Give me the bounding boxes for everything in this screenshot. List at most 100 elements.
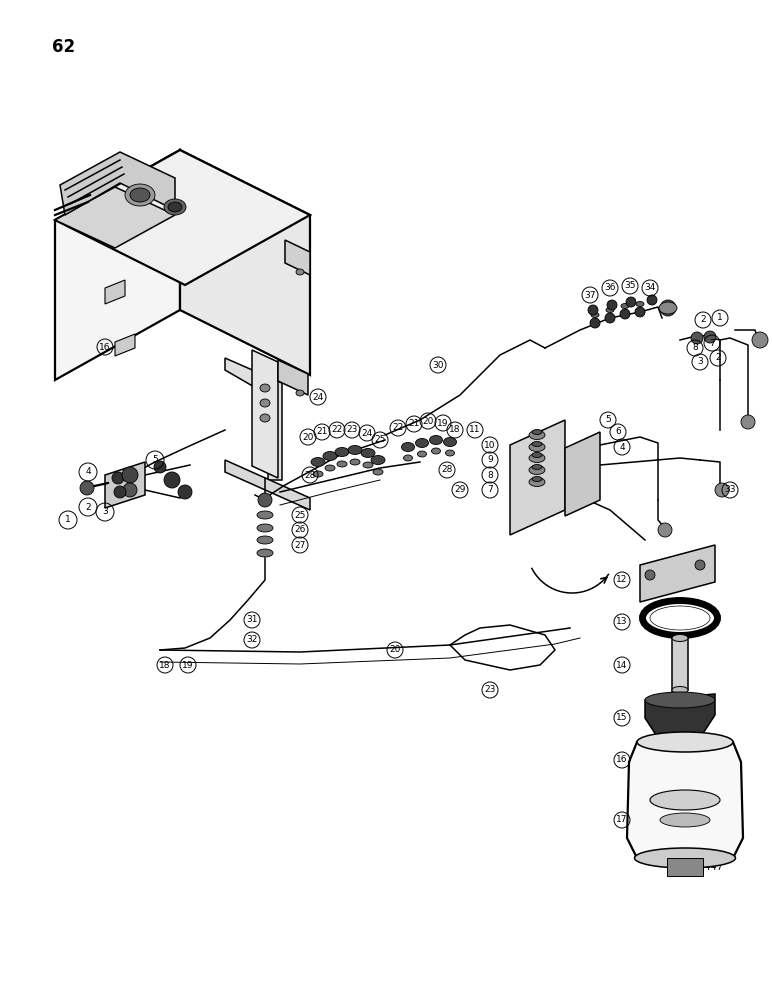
Circle shape — [178, 485, 192, 499]
Text: 22: 22 — [331, 426, 343, 434]
Text: 23: 23 — [347, 426, 357, 434]
Text: 5: 5 — [605, 416, 611, 424]
Text: 16: 16 — [616, 756, 628, 764]
Ellipse shape — [335, 448, 349, 456]
Ellipse shape — [260, 414, 270, 422]
Circle shape — [715, 483, 729, 497]
Circle shape — [258, 493, 272, 507]
Ellipse shape — [591, 312, 599, 318]
Polygon shape — [225, 358, 282, 480]
Circle shape — [635, 307, 645, 317]
Circle shape — [741, 415, 755, 429]
Text: 4: 4 — [85, 468, 91, 477]
Ellipse shape — [323, 452, 337, 460]
Ellipse shape — [532, 464, 542, 470]
Ellipse shape — [529, 442, 545, 452]
Text: 741447: 741447 — [686, 862, 723, 872]
Ellipse shape — [532, 430, 542, 434]
Text: 34: 34 — [645, 284, 655, 292]
Circle shape — [114, 486, 126, 498]
Ellipse shape — [529, 478, 545, 487]
Circle shape — [647, 295, 657, 305]
Text: 24: 24 — [313, 392, 323, 401]
Ellipse shape — [415, 438, 428, 448]
Polygon shape — [640, 545, 715, 602]
Ellipse shape — [672, 635, 688, 642]
Ellipse shape — [337, 461, 347, 467]
Text: 29: 29 — [454, 486, 466, 494]
Text: 16: 16 — [100, 342, 110, 352]
Ellipse shape — [532, 442, 542, 446]
Text: 30: 30 — [432, 360, 444, 369]
Ellipse shape — [529, 430, 545, 440]
Polygon shape — [55, 187, 175, 248]
Circle shape — [704, 331, 716, 343]
Ellipse shape — [635, 848, 736, 868]
Text: 14: 14 — [616, 660, 628, 670]
Circle shape — [164, 472, 180, 488]
Text: 35: 35 — [625, 282, 636, 290]
Text: 17: 17 — [616, 816, 628, 824]
Text: 5: 5 — [152, 456, 158, 464]
Ellipse shape — [164, 199, 186, 215]
Circle shape — [695, 560, 705, 570]
Text: 13: 13 — [616, 617, 628, 626]
Text: 12: 12 — [616, 576, 628, 584]
Text: 24: 24 — [361, 428, 373, 438]
Polygon shape — [278, 360, 308, 395]
Circle shape — [626, 297, 636, 307]
Ellipse shape — [311, 458, 325, 466]
Text: 33: 33 — [724, 486, 736, 494]
Circle shape — [605, 313, 615, 323]
Text: 7: 7 — [709, 338, 715, 348]
Polygon shape — [180, 150, 310, 375]
Ellipse shape — [429, 436, 442, 444]
Ellipse shape — [257, 511, 273, 519]
Ellipse shape — [445, 450, 455, 456]
Ellipse shape — [313, 471, 323, 477]
Text: 9: 9 — [487, 456, 493, 464]
Polygon shape — [55, 150, 310, 285]
Text: 37: 37 — [584, 290, 596, 300]
Ellipse shape — [532, 452, 542, 458]
Text: 62: 62 — [52, 38, 75, 56]
Ellipse shape — [363, 462, 373, 468]
Ellipse shape — [660, 813, 710, 827]
Text: 20: 20 — [303, 432, 313, 442]
Ellipse shape — [130, 188, 150, 202]
Polygon shape — [252, 350, 278, 478]
Ellipse shape — [361, 448, 375, 458]
Ellipse shape — [418, 451, 426, 457]
Polygon shape — [565, 432, 600, 516]
Text: 7: 7 — [487, 486, 493, 494]
Text: 1: 1 — [65, 516, 71, 524]
Polygon shape — [55, 150, 180, 380]
Text: 18: 18 — [449, 426, 461, 434]
Text: 21: 21 — [408, 420, 420, 428]
Text: 3: 3 — [102, 508, 108, 516]
Ellipse shape — [672, 686, 688, 694]
Ellipse shape — [645, 692, 715, 708]
Text: 31: 31 — [246, 615, 258, 624]
Polygon shape — [672, 635, 688, 693]
Ellipse shape — [168, 202, 182, 212]
Text: 1: 1 — [717, 314, 723, 322]
Ellipse shape — [325, 465, 335, 471]
Text: 22: 22 — [392, 424, 404, 432]
Ellipse shape — [637, 732, 733, 752]
Ellipse shape — [260, 399, 270, 407]
Circle shape — [122, 467, 138, 483]
Polygon shape — [510, 420, 565, 535]
Circle shape — [154, 461, 166, 473]
Text: 3: 3 — [697, 358, 703, 366]
Polygon shape — [285, 240, 310, 275]
Polygon shape — [115, 334, 135, 356]
Circle shape — [645, 570, 655, 580]
Text: 11: 11 — [469, 426, 481, 434]
Text: 26: 26 — [294, 526, 306, 534]
Text: 25: 25 — [294, 510, 306, 520]
Text: 2: 2 — [715, 354, 721, 362]
Polygon shape — [60, 152, 175, 215]
Ellipse shape — [296, 390, 304, 396]
Ellipse shape — [650, 606, 710, 630]
